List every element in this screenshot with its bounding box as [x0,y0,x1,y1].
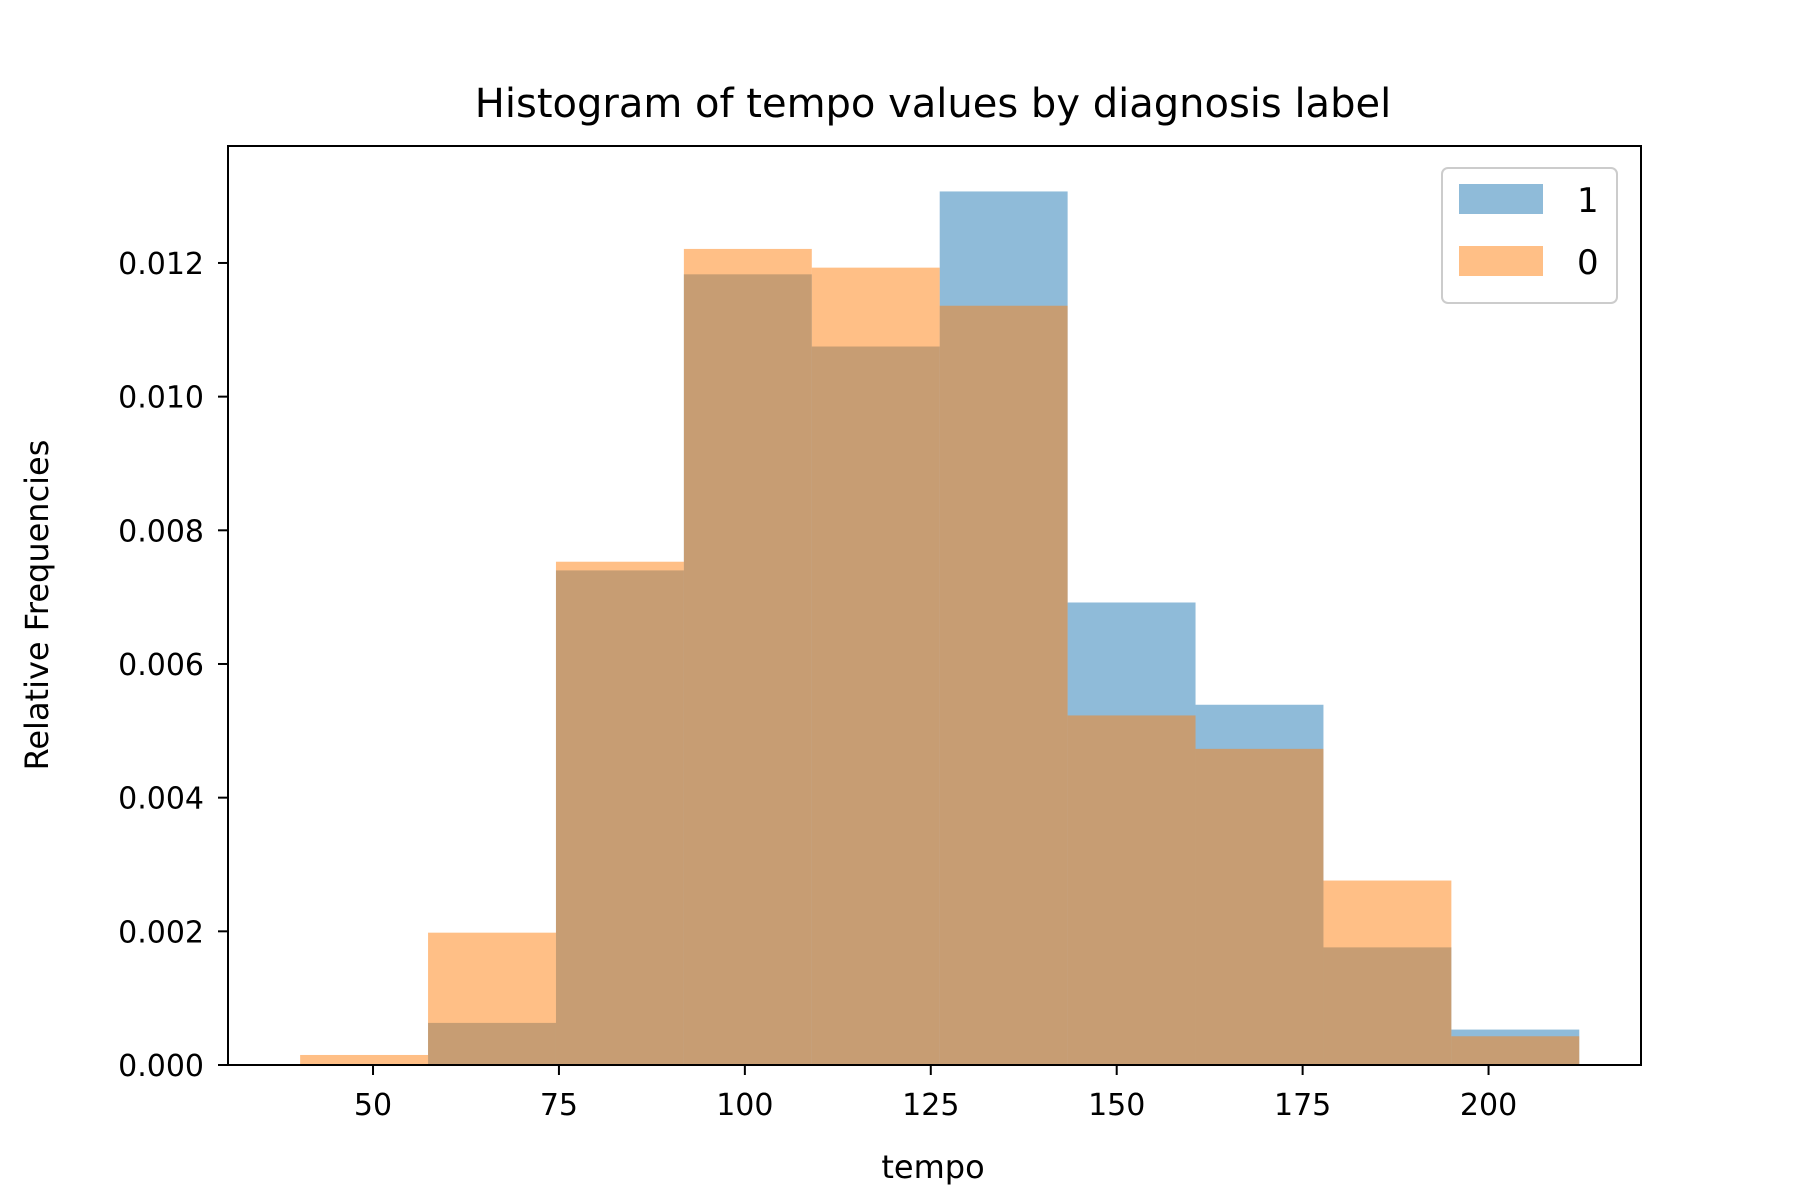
legend-swatch-series-0 [1459,246,1543,276]
bar-series-0-bin-3 [683,248,812,1066]
bar-series-0-bin-2 [555,561,684,1065]
x-tick-label: 50 [354,1088,392,1123]
x-tick-label: 75 [540,1088,578,1123]
plot-frame [227,145,1642,1066]
legend-label-series-1: 1 [1577,181,1599,221]
x-tick-label: 125 [902,1088,959,1123]
bar-series-0-bin-0 [300,1054,429,1065]
bar-series-0-bin-8 [1323,880,1452,1065]
y-tick-label: 0.000 [118,1049,204,1084]
y-axis-ticks: 0.000 0.002 0.004 0.006 0.008 0.010 0.012 [118,247,228,1084]
legend-label-series-0: 0 [1577,243,1599,283]
x-tick-label: 175 [1274,1088,1331,1123]
bar-series-0-bin-1 [428,932,556,1065]
chart-title: Histogram of tempo values by diagnosis l… [475,81,1391,127]
y-tick-label: 0.008 [118,514,204,549]
x-tick-label: 100 [716,1088,773,1123]
bars-layer [300,191,1580,1066]
x-tick-label: 200 [1460,1088,1517,1123]
bar-series-0-bin-6 [1067,715,1196,1065]
y-tick-label: 0.002 [118,915,204,950]
y-tick-label: 0.010 [118,381,204,416]
y-tick-label: 0.004 [118,782,204,817]
bar-series-0-bin-9 [1451,1036,1580,1065]
bar-series-0-bin-4 [811,267,940,1065]
y-tick-label: 0.006 [118,648,204,683]
y-axis-label: Relative Frequencies [18,440,56,771]
x-tick-label: 150 [1088,1088,1145,1123]
bar-series-0-bin-5 [939,305,1068,1066]
legend-swatch-series-1 [1459,184,1543,214]
bar-series-0-bin-7 [1195,748,1324,1065]
legend: 1 0 [1441,167,1618,304]
x-axis-label: tempo [881,1148,984,1186]
y-tick-label: 0.012 [118,247,204,282]
x-axis-ticks: 50 75 100 125 150 175 200 [354,1065,1517,1123]
